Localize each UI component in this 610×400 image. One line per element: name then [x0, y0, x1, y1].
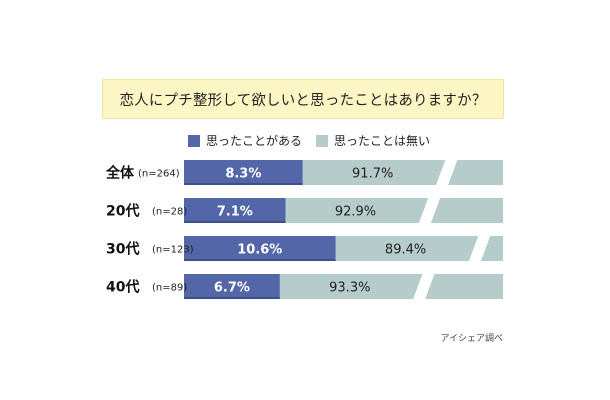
- sample-size-1: (n=28): [152, 207, 187, 218]
- bar-no-0: [302, 160, 503, 185]
- sample-size-2: (n=123): [152, 245, 194, 256]
- bar-yes-0: [184, 160, 303, 185]
- bar-no-1: [285, 198, 503, 223]
- legend: 思ったことがある 思ったことは無い: [0, 132, 610, 150]
- legend-swatch-no: [316, 134, 328, 147]
- bar-yes-edge-0: [184, 183, 303, 185]
- value-label-no-0: 91.7%: [352, 167, 393, 182]
- bar-yes-edge-3: [184, 297, 280, 299]
- value-label-no-2: 89.4%: [385, 243, 426, 258]
- bar-yes-edge-2: [184, 259, 336, 261]
- value-label-no-3: 93.3%: [329, 281, 370, 296]
- category-label-0: 全体: [105, 165, 135, 182]
- axis-break-0: [435, 159, 458, 186]
- value-label-yes-1: 7.1%: [217, 205, 253, 220]
- legend-label-no: 思ったことは無い: [334, 134, 431, 148]
- legend-swatch-yes: [188, 134, 200, 147]
- source-credit: アイシェア調べ: [440, 334, 503, 344]
- chart-title: 恋人にプチ整形して欲しいと思ったことはありますか？: [119, 92, 487, 109]
- category-label-1: 20代: [106, 203, 139, 220]
- value-label-no-1: 92.9%: [335, 205, 376, 220]
- value-label-yes-2: 10.6%: [237, 243, 282, 258]
- axis-break-1: [418, 197, 441, 224]
- bar-yes-2: [184, 236, 336, 261]
- axis-break-2: [468, 235, 491, 262]
- category-label-3: 40代: [106, 279, 139, 296]
- legend-item-yes: 思ったことがある: [188, 132, 302, 149]
- sample-size-0: (n=264): [138, 169, 180, 180]
- bar-yes-1: [184, 198, 286, 223]
- bar-no-3: [279, 274, 503, 299]
- category-label-2: 30代: [106, 241, 139, 258]
- value-label-yes-3: 6.7%: [214, 281, 250, 296]
- legend-item-no: 思ったことは無い: [316, 132, 430, 149]
- value-label-yes-0: 8.3%: [225, 167, 261, 182]
- bar-yes-edge-1: [184, 221, 286, 223]
- legend-label-yes: 思ったことがある: [206, 134, 303, 148]
- sample-size-3: (n=89): [152, 283, 187, 294]
- chart-title-box: 恋人にプチ整形して欲しいと思ったことはありますか？: [102, 79, 504, 119]
- bar-yes-3: [184, 274, 280, 299]
- axis-break-3: [412, 273, 435, 300]
